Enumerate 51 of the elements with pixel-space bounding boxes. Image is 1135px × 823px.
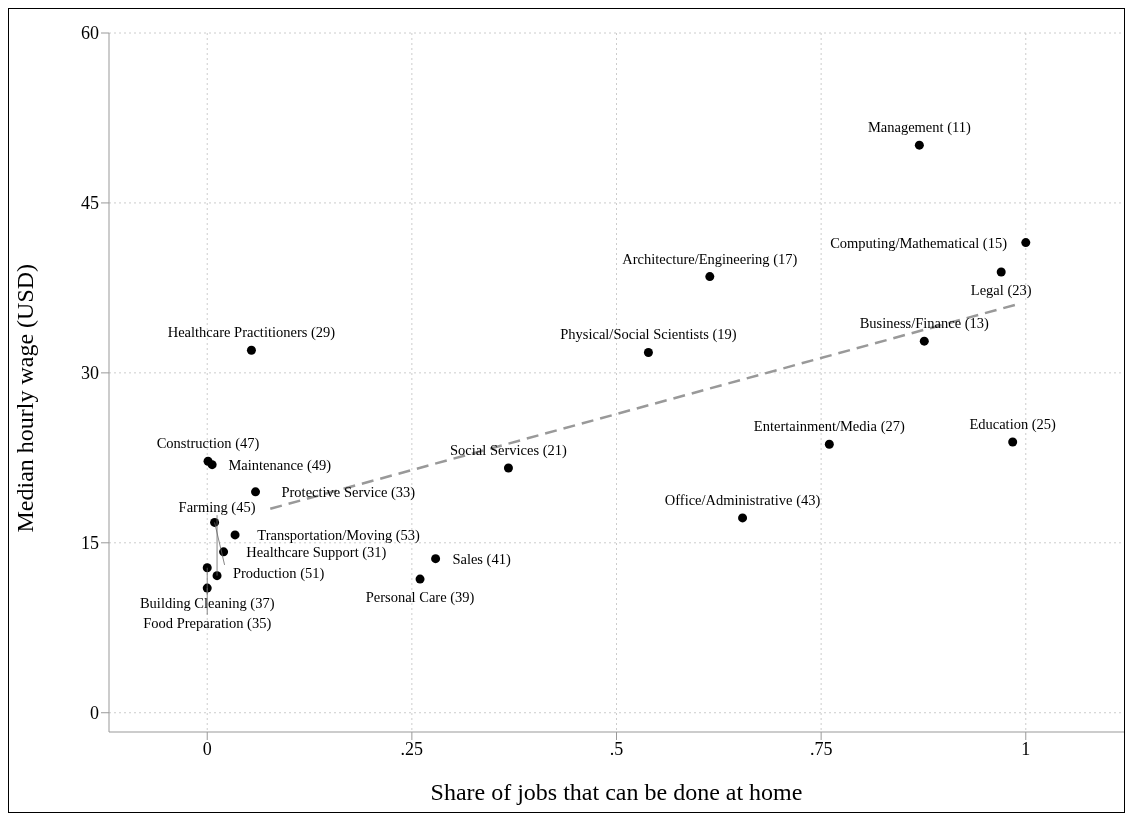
- annotation: Protective Service (33): [281, 483, 416, 501]
- point: [824, 439, 834, 449]
- annotation: Healthcare Practitioners (29): [167, 324, 336, 342]
- y-tick-label: 0: [90, 703, 99, 724]
- point: [1008, 437, 1018, 447]
- annotation: Business/Finance (13): [859, 315, 990, 333]
- y-tick-label: 30: [81, 363, 99, 384]
- annotation: Maintenance (49): [228, 456, 332, 474]
- x-axis-title: Share of jobs that can be done at home: [430, 779, 803, 805]
- annotation: Personal Care (39): [365, 589, 475, 607]
- point: [431, 554, 441, 564]
- annotation: Production (51): [232, 565, 325, 583]
- point: [415, 574, 425, 584]
- annotation: Education (25): [969, 415, 1057, 433]
- point: [246, 345, 256, 355]
- annotation: Building Cleaning (37): [139, 594, 275, 612]
- point: [202, 563, 212, 573]
- annotation: Transportation/Moving (53): [257, 526, 421, 544]
- annotation: Sales (41): [452, 550, 511, 568]
- point: [643, 347, 653, 357]
- x-tick-label: .5: [609, 738, 624, 759]
- annotation: Architecture/Engineering (17): [622, 250, 798, 268]
- annotation: Computing/Mathematical (15): [830, 234, 1008, 252]
- point: [251, 487, 261, 497]
- point: [996, 267, 1006, 277]
- y-tick-label: 15: [81, 533, 99, 554]
- x-tick-label: 0: [202, 738, 212, 759]
- annotation: Management (11): [867, 119, 971, 137]
- point: [503, 463, 513, 473]
- point: [1021, 238, 1031, 248]
- point: [705, 272, 715, 282]
- x-tick-label: 1: [1021, 738, 1031, 759]
- point: [919, 336, 929, 346]
- point: [230, 530, 240, 540]
- annotation: Farming (45): [178, 498, 256, 516]
- annotation: Healthcare Support (31): [246, 543, 387, 561]
- annotation: Office/Administrative (43): [664, 491, 821, 509]
- y-tick-label: 60: [81, 23, 99, 44]
- annotation: Food Preparation (35): [143, 615, 272, 633]
- y-axis-title: Median hourly wage (USD): [11, 263, 38, 533]
- y-tick-label: 45: [81, 193, 99, 214]
- annotation: Construction (47): [156, 435, 260, 453]
- point: [738, 513, 748, 523]
- point: [914, 140, 924, 150]
- x-tick-label: .75: [809, 738, 833, 759]
- point: [207, 460, 217, 470]
- annotation: Legal (23): [970, 282, 1032, 300]
- annotation: Entertainment/Media (27): [753, 418, 905, 436]
- annotation: Social Services (21): [450, 442, 567, 460]
- annotation: Physical/Social Scientists (19): [560, 326, 737, 344]
- x-tick-label: .25: [400, 738, 424, 759]
